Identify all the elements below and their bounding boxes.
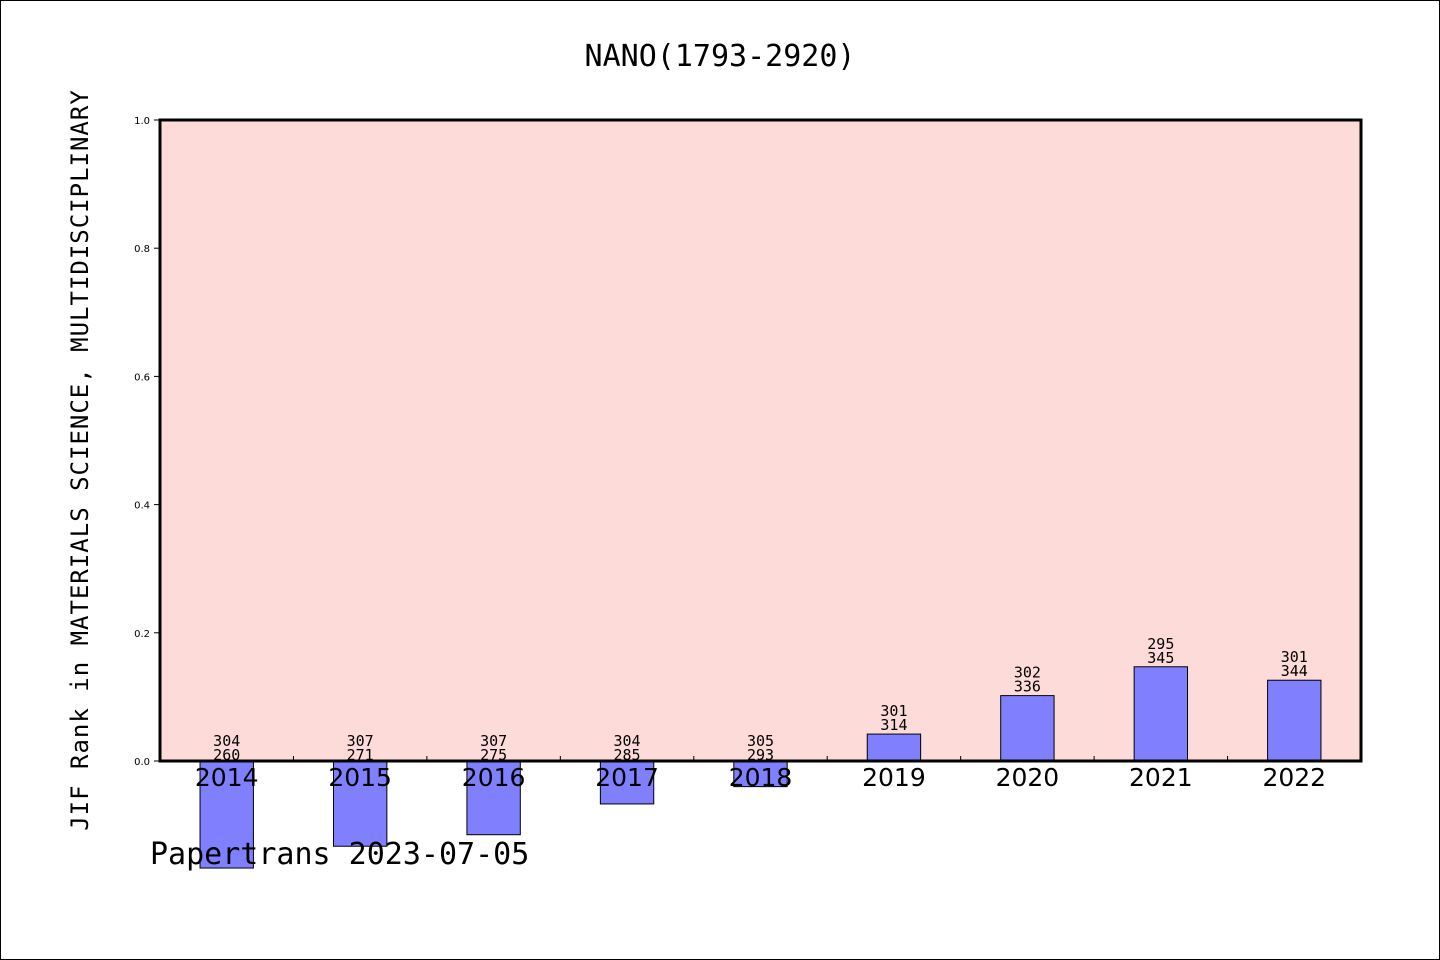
y-tick-label: 0.0 bbox=[134, 757, 150, 768]
data-label-bottom-2016: 275 bbox=[480, 746, 507, 764]
data-label-bottom-2022: 344 bbox=[1281, 662, 1308, 680]
x-tick-label-2019: 2019 bbox=[862, 763, 926, 792]
plot-border bbox=[158, 118, 1363, 763]
x-tick-label-2014: 2014 bbox=[195, 763, 259, 792]
y-tick-label: 0.6 bbox=[134, 372, 150, 383]
data-label-top-2019: 301 bbox=[880, 702, 907, 720]
data-label-top-2014: 304 bbox=[213, 732, 240, 750]
data-label-bottom-2017: 285 bbox=[614, 746, 641, 764]
bar-2021 bbox=[1133, 666, 1189, 762]
data-label-bottom-2014: 260 bbox=[213, 746, 240, 764]
x-tick-label-2017: 2017 bbox=[595, 763, 659, 792]
data-label-top-2015: 307 bbox=[347, 732, 374, 750]
chart-title: NANO(1793-2920) bbox=[585, 39, 856, 74]
data-label-top-2016: 307 bbox=[480, 732, 507, 750]
watermark: Papertrans 2023-07-05 bbox=[150, 837, 529, 872]
data-label-bottom-2020: 336 bbox=[1014, 678, 1041, 696]
plot-area bbox=[160, 120, 1361, 761]
data-labels: 2014260304201527130720162753072017285304… bbox=[195, 635, 1326, 792]
bar-2018 bbox=[733, 760, 788, 788]
bar-2017 bbox=[599, 760, 655, 805]
x-tick-label-2015: 2015 bbox=[328, 763, 392, 792]
data-label-top-2022: 301 bbox=[1281, 648, 1308, 666]
data-label-bottom-2019: 314 bbox=[880, 716, 907, 734]
bar-2014 bbox=[199, 760, 254, 869]
data-label-top-2021: 295 bbox=[1147, 635, 1174, 653]
data-label-bottom-2015: 271 bbox=[347, 746, 374, 764]
y-axis-label: JIF Rank in MATERIALS SCIENCE, MULTIDISC… bbox=[66, 89, 94, 831]
data-label-top-2018: 305 bbox=[747, 732, 774, 750]
data-label-bottom-2018: 293 bbox=[747, 746, 774, 764]
data-label-bottom-2021: 345 bbox=[1147, 649, 1174, 667]
x-tick-label-2021: 2021 bbox=[1129, 763, 1193, 792]
x-tick-label-2018: 2018 bbox=[729, 763, 793, 792]
x-tick-label-2016: 2016 bbox=[462, 763, 526, 792]
bar-2016 bbox=[466, 760, 521, 836]
x-tick-label-2020: 2020 bbox=[996, 763, 1060, 792]
y-tick-label: 0.4 bbox=[134, 501, 150, 512]
y-tick-label: 0.2 bbox=[134, 629, 150, 640]
bar-2020 bbox=[1000, 695, 1055, 762]
y-tick-label: 1.0 bbox=[134, 116, 150, 127]
bar-2019 bbox=[866, 733, 922, 762]
x-tick-label-2022: 2022 bbox=[1262, 763, 1326, 792]
data-label-top-2017: 304 bbox=[614, 732, 641, 750]
bar-2022 bbox=[1267, 679, 1322, 762]
data-label-top-2020: 302 bbox=[1014, 664, 1041, 682]
y-tick-label: 0.8 bbox=[134, 244, 150, 255]
